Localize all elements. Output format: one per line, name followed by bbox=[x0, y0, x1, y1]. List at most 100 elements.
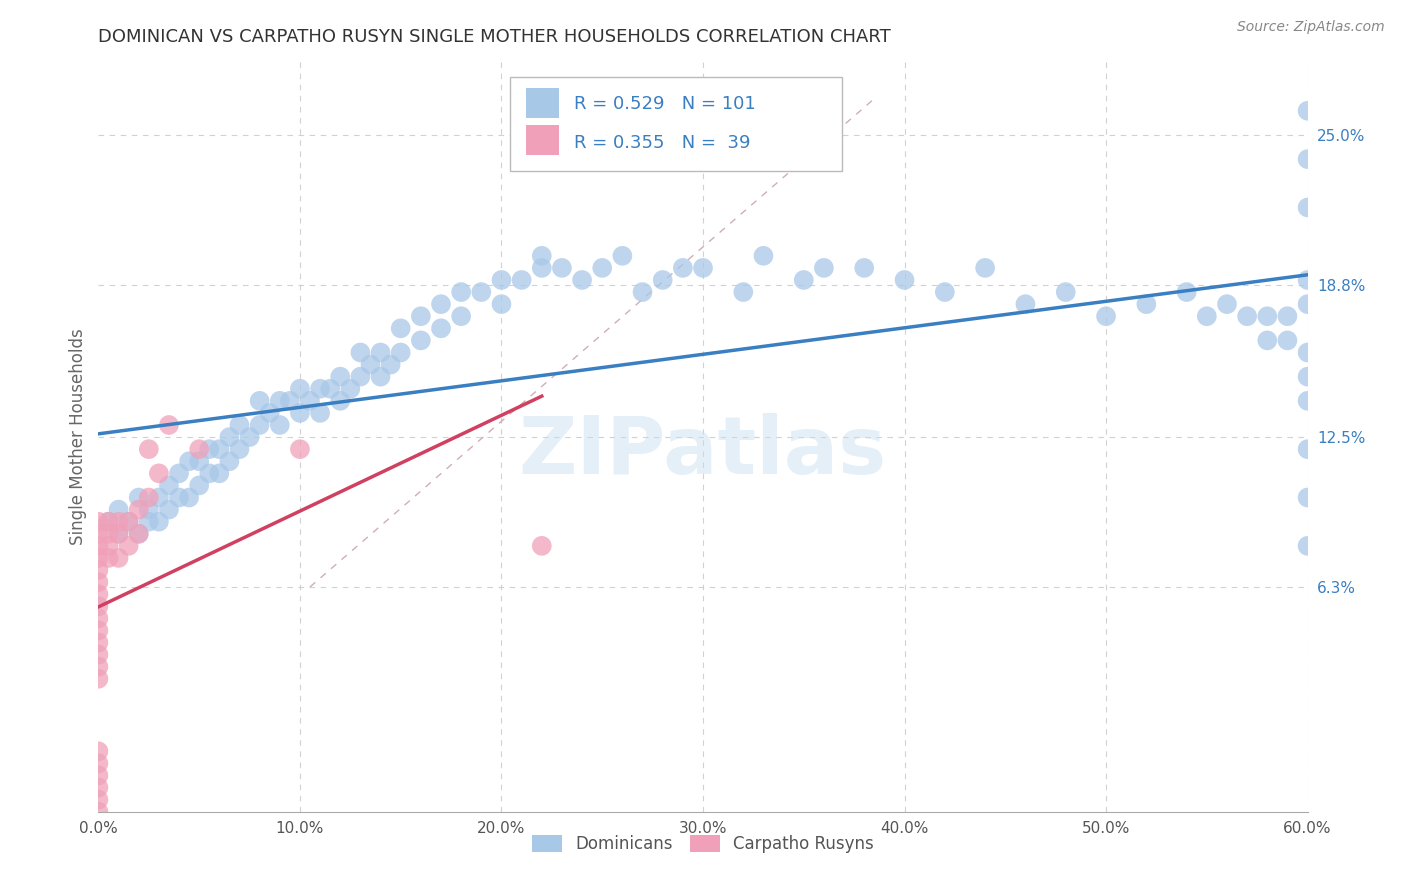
Point bbox=[1277, 310, 1299, 324]
Point bbox=[87, 515, 110, 529]
Point bbox=[1296, 297, 1319, 311]
Point bbox=[138, 442, 160, 457]
Point bbox=[409, 334, 432, 348]
Point bbox=[148, 515, 170, 529]
Point bbox=[893, 273, 915, 287]
Point bbox=[87, 539, 110, 553]
Point bbox=[278, 393, 301, 408]
Point bbox=[470, 285, 492, 299]
Point bbox=[1236, 310, 1258, 324]
Point bbox=[188, 478, 211, 492]
Point bbox=[329, 393, 352, 408]
Point bbox=[249, 393, 271, 408]
Point bbox=[752, 249, 775, 263]
Point bbox=[339, 382, 361, 396]
Point bbox=[179, 491, 201, 505]
Point bbox=[692, 260, 714, 275]
Point bbox=[198, 467, 221, 481]
Point bbox=[349, 369, 371, 384]
Point bbox=[87, 805, 110, 819]
Point bbox=[198, 442, 221, 457]
Point bbox=[319, 382, 342, 396]
Point bbox=[1135, 297, 1157, 311]
Point bbox=[138, 502, 160, 516]
Point bbox=[974, 260, 997, 275]
Point bbox=[87, 648, 110, 662]
Point bbox=[370, 369, 392, 384]
FancyBboxPatch shape bbox=[509, 78, 842, 171]
Point bbox=[530, 260, 553, 275]
Point bbox=[107, 515, 129, 529]
FancyBboxPatch shape bbox=[526, 88, 560, 118]
Point bbox=[138, 491, 160, 505]
Point bbox=[934, 285, 956, 299]
Point bbox=[87, 768, 110, 782]
Point bbox=[118, 539, 141, 553]
Point bbox=[329, 369, 352, 384]
Point bbox=[530, 249, 553, 263]
Text: ZIPatlas: ZIPatlas bbox=[519, 413, 887, 491]
Point bbox=[1296, 491, 1319, 505]
Point bbox=[157, 417, 180, 432]
Text: Source: ZipAtlas.com: Source: ZipAtlas.com bbox=[1237, 20, 1385, 34]
Point bbox=[450, 285, 472, 299]
Text: R = 0.529   N = 101: R = 0.529 N = 101 bbox=[574, 95, 755, 112]
Point bbox=[138, 515, 160, 529]
Point bbox=[430, 321, 453, 335]
Point bbox=[1296, 152, 1319, 166]
Point bbox=[107, 502, 129, 516]
Point bbox=[591, 260, 613, 275]
Point bbox=[87, 756, 110, 771]
Point bbox=[1256, 334, 1278, 348]
Point bbox=[299, 393, 322, 408]
Point bbox=[228, 442, 250, 457]
Point bbox=[228, 417, 250, 432]
Point bbox=[1256, 310, 1278, 324]
Point bbox=[87, 587, 110, 601]
Point bbox=[631, 285, 654, 299]
Point bbox=[128, 526, 150, 541]
Point bbox=[87, 563, 110, 577]
Point bbox=[571, 273, 593, 287]
Point bbox=[1195, 310, 1218, 324]
Point bbox=[269, 417, 291, 432]
Legend: Dominicans, Carpatho Rusyns: Dominicans, Carpatho Rusyns bbox=[526, 828, 880, 860]
Point bbox=[87, 672, 110, 686]
Point bbox=[1296, 201, 1319, 215]
Point bbox=[87, 575, 110, 590]
Point bbox=[389, 345, 412, 359]
Point bbox=[793, 273, 815, 287]
Point bbox=[87, 611, 110, 625]
Point bbox=[87, 635, 110, 649]
Point bbox=[1054, 285, 1077, 299]
Point bbox=[167, 467, 190, 481]
Point bbox=[672, 260, 695, 275]
Point bbox=[309, 382, 332, 396]
Point bbox=[309, 406, 332, 420]
Point bbox=[87, 526, 110, 541]
Point bbox=[530, 539, 553, 553]
Point bbox=[97, 539, 120, 553]
Point bbox=[157, 478, 180, 492]
Point bbox=[380, 358, 402, 372]
Point bbox=[87, 744, 110, 758]
Point bbox=[87, 624, 110, 638]
Point bbox=[148, 491, 170, 505]
Point bbox=[107, 526, 129, 541]
Y-axis label: Single Mother Households: Single Mother Households bbox=[69, 329, 87, 545]
Point bbox=[853, 260, 876, 275]
Point bbox=[107, 550, 129, 565]
Point bbox=[259, 406, 281, 420]
Point bbox=[360, 358, 382, 372]
Point bbox=[157, 502, 180, 516]
Point bbox=[239, 430, 262, 444]
Point bbox=[1277, 334, 1299, 348]
Point bbox=[208, 467, 231, 481]
Point bbox=[288, 406, 311, 420]
Point bbox=[118, 515, 141, 529]
Point bbox=[349, 345, 371, 359]
Point bbox=[510, 273, 533, 287]
Point bbox=[491, 297, 513, 311]
Point bbox=[188, 454, 211, 468]
Point bbox=[87, 817, 110, 831]
